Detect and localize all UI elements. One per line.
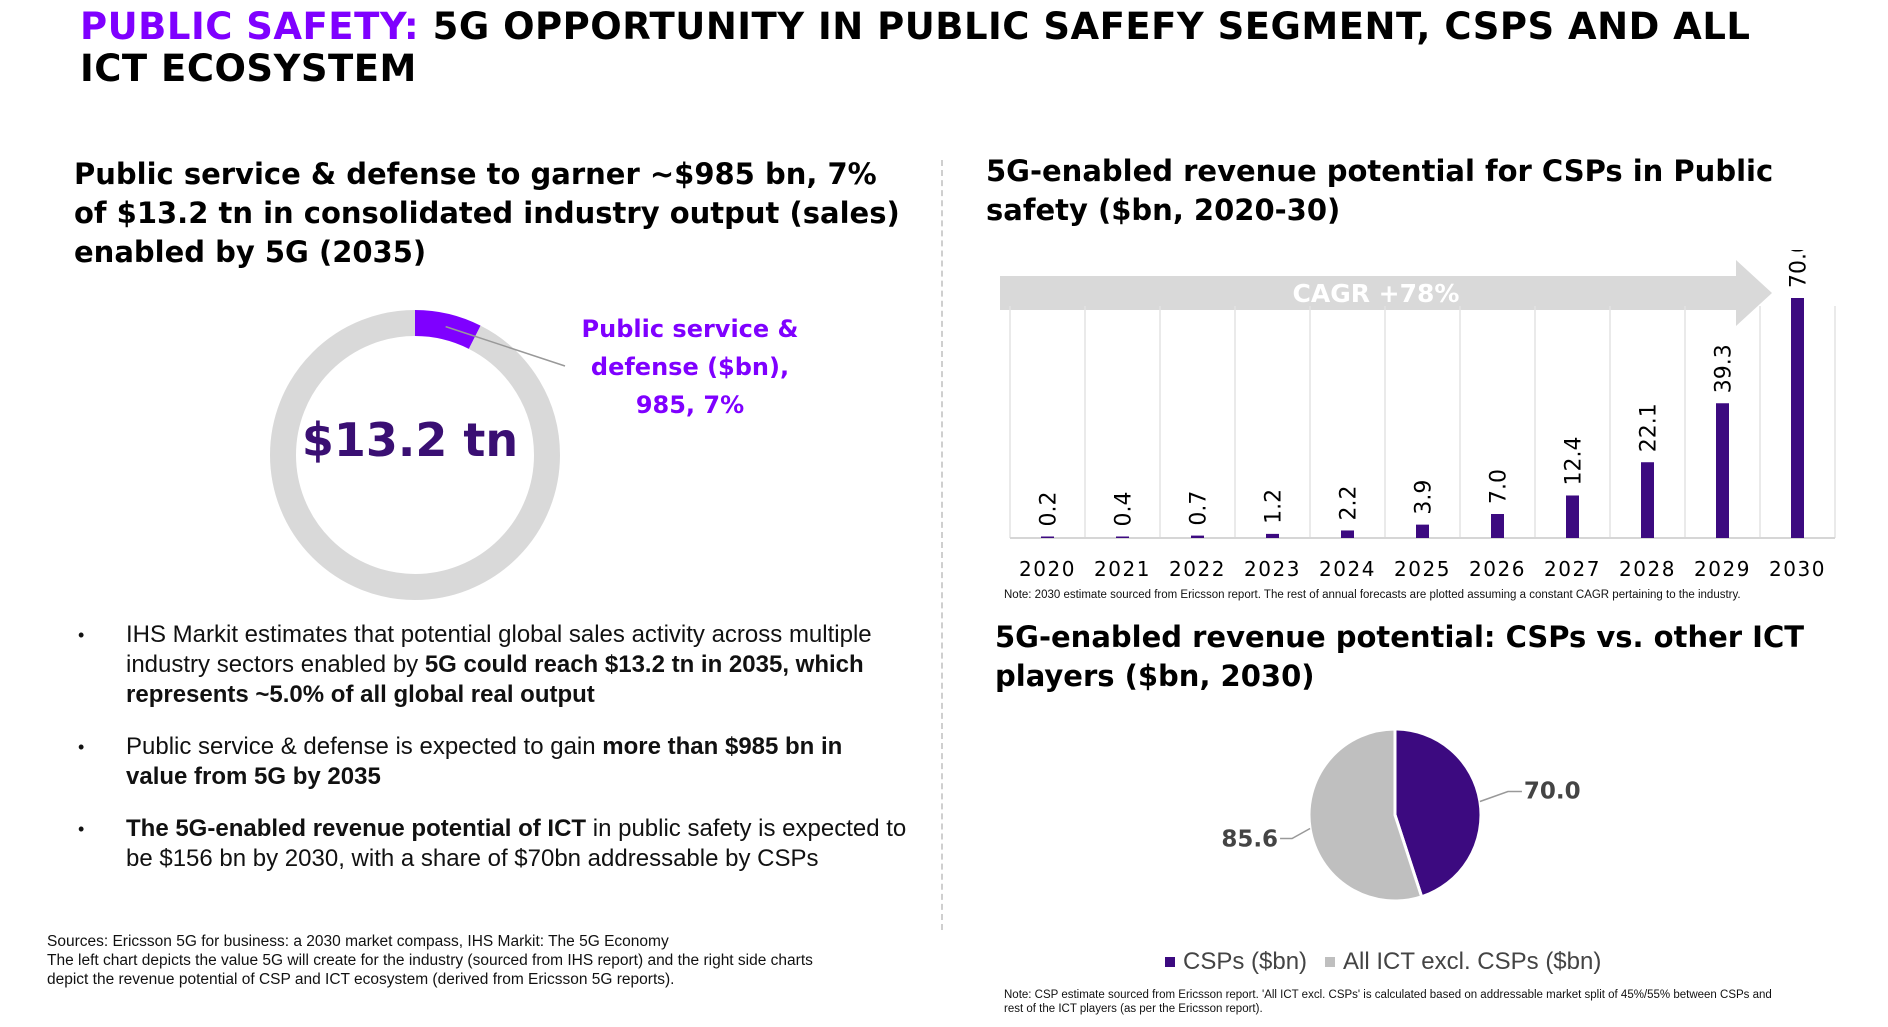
legend-item-csps: CSPs ($bn)	[1165, 948, 1307, 976]
sources-line-3: depict the revenue potential of CSP and …	[47, 971, 675, 988]
bar	[1641, 462, 1654, 538]
legend-label-ict: All ICT excl. CSPs ($bn)	[1343, 948, 1602, 975]
pie-chart-title: 5G-enabled revenue potential: CSPs vs. o…	[995, 620, 1805, 693]
bar-category-label: 2026	[1469, 557, 1526, 581]
sources-line-1: Sources: Ericsson 5G for business: a 203…	[47, 933, 669, 950]
sources-line-2: The left chart depicts the value 5G will…	[47, 952, 813, 969]
pie-leader-csps	[1479, 790, 1522, 803]
donut-center-value: $13.2 tn	[301, 413, 519, 467]
pie-slice-csps	[1393, 727, 1483, 899]
bar	[1416, 524, 1429, 538]
bar-value-label: 70.0	[1787, 250, 1812, 288]
bar-value-label: 22.1	[1637, 403, 1662, 452]
donut-callout-line-3: 985, 7%	[635, 391, 745, 419]
bar-category-label: 2030	[1769, 557, 1826, 581]
bar-chart: CAGR +78% 0.2 2020 0.4 2021 0.7 2022 1.2 2023 2.2…	[1000, 250, 1836, 581]
bullet-text-bold: 5G could reach $13.2 tn in 2035, which r…	[126, 651, 864, 708]
bar-value-label: 1.2	[1262, 489, 1287, 524]
bar-category-label: 2021	[1094, 557, 1151, 581]
bar	[1791, 298, 1804, 538]
bar-category-label: 2022	[1169, 557, 1226, 581]
bullet-mark: •	[78, 819, 85, 839]
bar-chart-note: Note: 2030 estimate sourced from Ericsso…	[1004, 589, 1741, 601]
donut-callout-label: Public service & defense ($bn), 985, 7%	[560, 310, 820, 424]
bullet-text-post: in public safety is expected to be $156 …	[126, 815, 907, 872]
bullet-mark: •	[78, 625, 85, 645]
bullet-text-pre: Public service & defense is expected to …	[126, 733, 603, 760]
bar-category-label: 2029	[1694, 557, 1751, 581]
bullet-item: • The 5G-enabled revenue potential of ICT…	[78, 814, 908, 874]
pie-label-ict: 85.6	[1221, 826, 1278, 852]
donut-callout-line-1: Public service &	[581, 315, 799, 343]
bullet-text-pre: IHS Markit estimates that potential glob…	[126, 621, 872, 678]
bar-category-label: 2024	[1319, 557, 1376, 581]
bar	[1116, 536, 1129, 538]
bar-category-label: 2020	[1019, 557, 1076, 581]
page-title: PUBLIC SAFETY: 5G OPPORTUNITY IN PUBLIC …	[80, 6, 1820, 90]
pie-chart: 70.0 85.6	[1221, 727, 1581, 903]
donut-slice-public-service	[270, 310, 560, 600]
bar	[1041, 536, 1054, 538]
pie-chart-note: Note: CSP estimate sourced from Ericsson…	[1004, 989, 1772, 1015]
donut-leader-line	[445, 325, 566, 367]
bar-value-label: 2.2	[1337, 485, 1362, 520]
bar-category-label: 2025	[1394, 557, 1451, 581]
bar-value-label: 3.9	[1412, 480, 1437, 515]
bar	[1266, 533, 1279, 538]
pie-slice-ict	[1307, 727, 1424, 903]
bar-chart-title: 5G-enabled revenue potential for CSPs in…	[986, 154, 1774, 227]
sources-note: Sources: Ericsson 5G for business: a 203…	[47, 932, 927, 989]
pie-legend: CSPs ($bn) All ICT excl. CSPs ($bn)	[1165, 948, 1601, 976]
bar-category-label: 2023	[1244, 557, 1301, 581]
legend-item-ict: All ICT excl. CSPs ($bn)	[1325, 948, 1601, 976]
bar	[1491, 514, 1504, 538]
bullet-list: • IHS Markit estimates that potential glo…	[78, 620, 908, 896]
bar-value-label: 0.4	[1112, 492, 1137, 527]
pie-label-csps: 70.0	[1524, 779, 1581, 805]
bullet-item: • IHS Markit estimates that potential glo…	[78, 620, 908, 710]
donut-callout-line-2: defense ($bn),	[590, 353, 790, 381]
bullet-item: • Public service & defense is expected to…	[78, 732, 908, 792]
bar-value-label: 0.2	[1037, 492, 1062, 527]
donut-chart	[270, 310, 566, 600]
bar-value-label: 0.7	[1187, 491, 1212, 526]
bullet-mark: •	[78, 737, 85, 757]
cagr-label: CAGR +78%	[1293, 279, 1460, 308]
cagr-arrow	[1000, 260, 1772, 326]
legend-label-csps: CSPs ($bn)	[1183, 948, 1308, 975]
donut-chart-title: Public service & defense to garner ~$985…	[74, 157, 900, 269]
page-title-accent: PUBLIC SAFETY:	[80, 5, 420, 48]
bar-value-label: 7.0	[1487, 469, 1512, 504]
vertical-divider	[941, 160, 943, 930]
bar-category-label: 2027	[1544, 557, 1601, 581]
bar	[1341, 530, 1354, 538]
bar-value-label: 12.4	[1562, 437, 1587, 486]
bar-value-label: 39.3	[1712, 344, 1737, 393]
legend-swatch-csps	[1165, 957, 1175, 967]
pie-leader-ict	[1280, 827, 1311, 840]
bullet-text-bold: more than $985 bn in value from 5G by 20…	[126, 733, 843, 790]
bullet-text-bold: The 5G-enabled revenue potential of ICT	[126, 815, 587, 842]
bar	[1716, 403, 1729, 538]
bar-category-label: 2028	[1619, 557, 1676, 581]
page-title-rest: 5G OPPORTUNITY IN PUBLIC SAFEFY SEGMENT,…	[80, 5, 1751, 90]
bar	[1566, 495, 1579, 538]
legend-swatch-ict	[1325, 957, 1336, 967]
bar	[1191, 535, 1204, 538]
